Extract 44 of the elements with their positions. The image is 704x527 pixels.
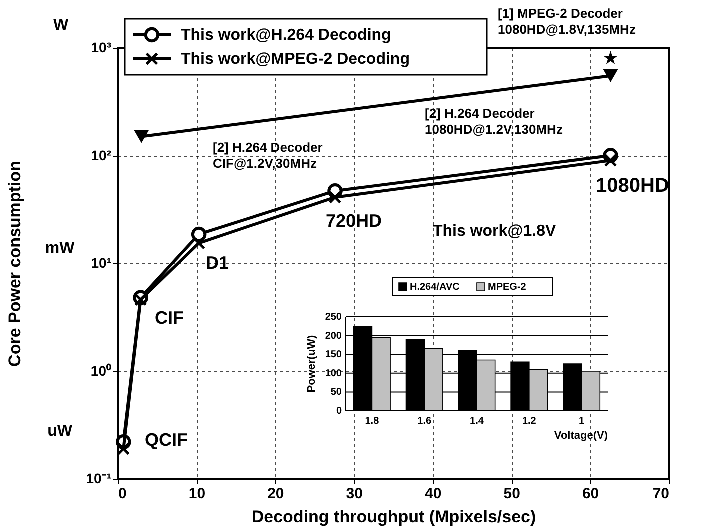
y-axis-title: Core Power consumption	[5, 161, 24, 367]
x-tick-label: 0	[118, 486, 127, 502]
y-tick-label: 10⁻¹	[86, 470, 112, 486]
x-tick-label: 30	[346, 486, 363, 502]
x-tick-label: 70	[652, 486, 670, 502]
y-tick-label: 10³	[91, 40, 112, 56]
annotation: 1080HD	[596, 175, 670, 197]
annotation: [2] H.264 Decoder CIF@1.2V,30MHz	[213, 140, 323, 171]
annotation: CIF	[155, 308, 184, 328]
text: [1] MPEG-2 Decoder 1080HD@1.8V,135MHz	[498, 6, 636, 37]
y-axis-title: Power(uW)	[306, 334, 318, 393]
y-tick-label: 100	[325, 368, 342, 380]
legend-label: This work@MPEG-2 Decoding	[181, 51, 410, 68]
legend-label: MPEG-2	[488, 282, 527, 293]
x-tick-label: 1	[579, 416, 586, 427]
x-axis-title: Decoding throughput (Mpixels/sec)	[252, 508, 536, 526]
annotation: [2] H.264 Decoder 1080HD@1.2V,130MHz	[425, 106, 564, 137]
y-tick-label: 150	[325, 350, 342, 361]
x-tick-label: 40	[425, 486, 442, 502]
y-tick-label: 50	[330, 387, 342, 398]
annotation: QCIF	[145, 430, 188, 450]
y-tick-label: 250	[325, 312, 342, 323]
text: mW	[45, 240, 76, 257]
x-tick-label: 20	[268, 486, 284, 502]
x-tick-label: 1.2	[522, 416, 537, 427]
y-tick-label: 10²	[91, 147, 112, 164]
annotation: This work@1.8V	[433, 223, 557, 240]
x-tick-label: 50	[504, 486, 520, 502]
y-tick-label: 10¹	[91, 255, 112, 271]
text: W	[53, 17, 70, 34]
x-tick-label: 60	[582, 486, 600, 502]
x-tick-label: 1.4	[470, 416, 484, 427]
x-tick-label: 10	[188, 486, 206, 502]
y-tick-label: 10⁰	[90, 362, 112, 379]
x-axis-title: Voltage(V)	[554, 430, 608, 442]
y-tick-label: 200	[325, 330, 342, 342]
legend-label: This work@H.264 Decoding	[181, 27, 392, 44]
x-tick-label: 1.8	[365, 416, 380, 427]
annotation: D1	[206, 253, 230, 273]
text: uW	[48, 423, 74, 440]
y-tick-label: 0	[336, 406, 342, 417]
annotation: 720HD	[326, 211, 382, 231]
legend-label: H.264/AVC	[410, 282, 460, 293]
x-tick-label: 1.6	[418, 416, 432, 427]
